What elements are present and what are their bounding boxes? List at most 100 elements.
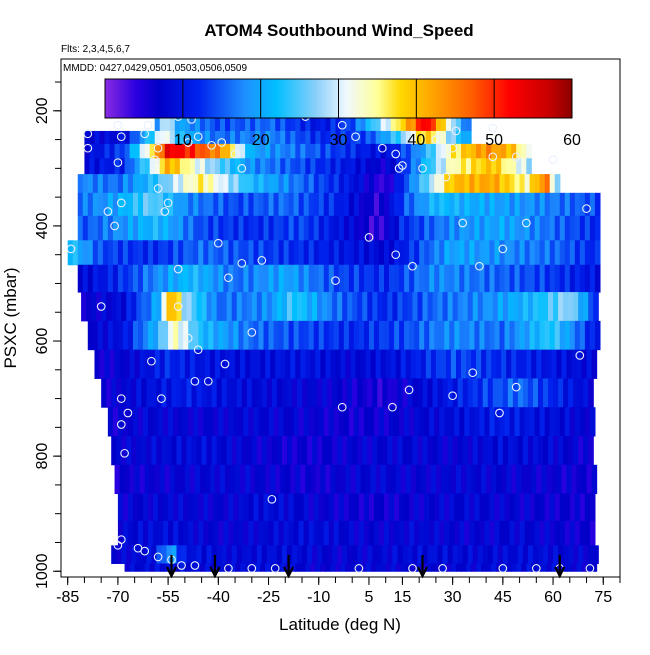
curtain-cell xyxy=(516,143,522,159)
curtain-cell xyxy=(251,378,258,408)
curtain-cell xyxy=(127,240,134,266)
curtain-cell xyxy=(233,174,240,194)
curtain-cell xyxy=(563,292,569,322)
curtain-cell xyxy=(203,215,209,241)
curtain-cell xyxy=(291,292,298,322)
curtain-cell xyxy=(435,464,442,495)
curtain-cell xyxy=(564,192,571,217)
curtain-cell xyxy=(573,435,579,466)
curtain-cell xyxy=(534,520,541,546)
curtain-cell xyxy=(238,215,245,241)
curtain-cell xyxy=(529,240,536,266)
curtain-cell xyxy=(233,215,240,241)
curtain-cell xyxy=(399,240,405,266)
curtain-cell xyxy=(549,264,556,293)
curtain-cell xyxy=(484,215,491,241)
curtain-cell xyxy=(512,435,519,466)
curtain-cell xyxy=(342,435,348,466)
curtain-cell xyxy=(107,174,114,194)
curtain-cell xyxy=(188,215,194,241)
curtain-cell xyxy=(290,130,296,145)
curtain-cell xyxy=(323,215,330,241)
curtain-cell xyxy=(444,215,450,241)
curtain-cell xyxy=(481,158,487,175)
sample-point xyxy=(498,564,508,573)
curtain-cell xyxy=(261,378,268,408)
curtain-cell xyxy=(263,215,270,241)
sample-point xyxy=(116,394,126,403)
curtain-cell xyxy=(320,464,327,495)
curtain-cell xyxy=(569,264,576,293)
curtain-cell xyxy=(158,320,164,351)
curtain-cell xyxy=(328,174,335,194)
curtain-cell xyxy=(404,174,410,194)
sample-point xyxy=(458,218,468,228)
curtain-cell xyxy=(394,320,400,351)
curtain-cell xyxy=(315,143,322,159)
curtain-cell xyxy=(588,435,594,466)
curtain-cell xyxy=(278,264,285,293)
curtain-cell xyxy=(504,493,511,522)
sample-point xyxy=(96,302,106,311)
curtain-cell xyxy=(196,435,203,466)
curtain-cell xyxy=(539,174,546,194)
curtain-cell xyxy=(489,320,496,351)
curtain-cell xyxy=(439,493,445,522)
curtain-cell xyxy=(554,407,561,437)
curtain-cell xyxy=(255,130,261,145)
curtain-cell xyxy=(208,215,214,241)
curtain-cell xyxy=(514,215,521,241)
curtain-cell xyxy=(241,378,248,408)
curtain-cell xyxy=(310,158,316,175)
sample-point xyxy=(230,149,240,159)
curtain-cell xyxy=(439,264,445,293)
curtain-cell xyxy=(531,349,537,379)
curtain-cell xyxy=(583,292,589,322)
sample-point xyxy=(103,207,113,216)
curtain-cell xyxy=(191,378,198,408)
curtain-cell xyxy=(466,143,472,159)
curtain-cell xyxy=(405,130,412,145)
curtain-cell xyxy=(445,563,452,572)
curtain-cell xyxy=(487,378,494,408)
curtain-cell xyxy=(298,240,305,266)
curtain-cell xyxy=(527,545,534,564)
curtain-cell xyxy=(564,264,571,293)
curtain-cell xyxy=(484,493,491,522)
curtain-cell xyxy=(452,545,459,564)
sample-point xyxy=(116,132,126,142)
curtain-cell xyxy=(384,320,390,351)
curtain-cell xyxy=(171,378,178,408)
curtain-cell xyxy=(188,520,194,546)
curtain-cell xyxy=(589,320,596,351)
curtain-cell xyxy=(415,143,422,159)
curtain-cell xyxy=(308,493,315,522)
sample-point xyxy=(66,244,76,254)
curtain-cell xyxy=(489,240,496,266)
sample-point xyxy=(183,333,193,343)
curtain-cell xyxy=(394,215,400,241)
sample-point xyxy=(237,258,247,268)
sample-point xyxy=(391,250,401,260)
curtain-cell xyxy=(338,240,345,266)
curtain-cell xyxy=(240,130,246,145)
curtain-cell xyxy=(233,520,240,546)
curtain-cell xyxy=(310,130,316,145)
curtain-cell xyxy=(143,264,149,293)
curtain-cell xyxy=(291,378,298,408)
curtain-cell xyxy=(137,240,144,266)
curtain-cell xyxy=(87,215,94,241)
curtain-cell xyxy=(579,320,586,351)
curtain-cell xyxy=(536,349,542,379)
curtain-cell xyxy=(191,545,198,564)
curtain-cell xyxy=(199,464,206,495)
curtain-cell xyxy=(275,464,281,495)
curtain-cell xyxy=(424,174,430,194)
curtain-cell xyxy=(208,240,214,266)
curtain-cell xyxy=(208,407,214,437)
curtain-cell xyxy=(434,192,440,217)
curtain-cell xyxy=(360,563,367,572)
curtain-cell xyxy=(564,215,571,241)
curtain-cell xyxy=(491,349,497,379)
curtain-cell xyxy=(280,116,286,132)
